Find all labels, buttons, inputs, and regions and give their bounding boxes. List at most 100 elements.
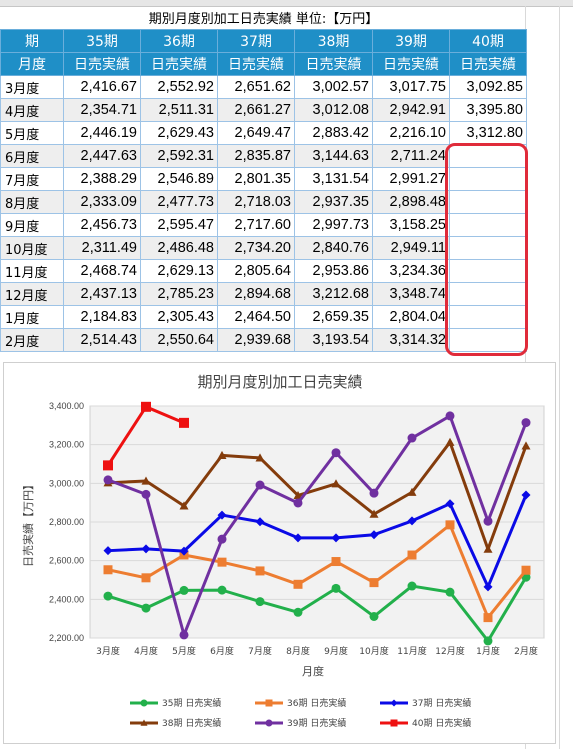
value-cell[interactable]: 2,477.73 [140, 190, 218, 214]
value-cell[interactable]: 2,804.04 [372, 305, 450, 329]
month-cell[interactable]: 12月度 [0, 282, 64, 306]
value-cell[interactable]: 3,312.80 [449, 121, 527, 145]
line-chart[interactable]: 期別月度別加工日売実績 2,200.00 2,400.00 2,600.00 2,80… [3, 362, 556, 744]
month-cell[interactable]: 4月度 [0, 98, 64, 122]
value-cell[interactable]: 3,012.08 [294, 98, 373, 122]
value-cell[interactable]: 2,949.11 [372, 236, 450, 260]
header-cell[interactable]: 日売実績 [372, 52, 450, 76]
value-cell[interactable]: 2,446.19 [63, 121, 141, 145]
month-cell[interactable]: 8月度 [0, 190, 64, 214]
value-cell[interactable]: 2,937.35 [294, 190, 373, 214]
value-cell[interactable]: 3,158.25 [372, 213, 450, 237]
value-cell[interactable] [449, 190, 527, 214]
month-cell[interactable]: 9月度 [0, 213, 64, 237]
value-cell[interactable]: 2,659.35 [294, 305, 373, 329]
column-letter-f[interactable]: F [408, 0, 414, 2]
value-cell[interactable] [449, 305, 527, 329]
value-cell[interactable]: 2,216.10 [372, 121, 450, 145]
value-cell[interactable]: 2,552.92 [140, 75, 218, 99]
header-cell[interactable]: 日売実績 [217, 52, 295, 76]
value-cell[interactable]: 2,840.76 [294, 236, 373, 260]
value-cell[interactable]: 3,131.54 [294, 167, 373, 191]
header-cell[interactable]: 35期 [63, 29, 141, 53]
value-cell[interactable]: 2,388.29 [63, 167, 141, 191]
column-letter-a[interactable]: A [30, 0, 37, 2]
value-cell[interactable]: 2,942.91 [372, 98, 450, 122]
value-cell[interactable]: 3,395.80 [449, 98, 527, 122]
value-cell[interactable]: 2,592.31 [140, 144, 218, 168]
header-cell[interactable]: 日売実績 [140, 52, 218, 76]
month-cell[interactable]: 6月度 [0, 144, 64, 168]
value-cell[interactable]: 2,184.83 [63, 305, 141, 329]
value-cell[interactable]: 3,144.63 [294, 144, 373, 168]
value-cell[interactable]: 2,835.87 [217, 144, 295, 168]
value-cell[interactable] [449, 236, 527, 260]
header-cell[interactable]: 日売実績 [294, 52, 373, 76]
month-cell[interactable]: 5月度 [0, 121, 64, 145]
column-letter-c[interactable]: C [175, 0, 182, 2]
value-cell[interactable]: 3,193.54 [294, 328, 373, 352]
value-cell[interactable]: 2,311.49 [63, 236, 141, 260]
column-letter-e[interactable]: E [330, 0, 337, 2]
month-cell[interactable]: 10月度 [0, 236, 64, 260]
value-cell[interactable] [449, 167, 527, 191]
header-cell[interactable]: 日売実績 [63, 52, 141, 76]
value-cell[interactable]: 3,212.68 [294, 282, 373, 306]
value-cell[interactable]: 2,801.35 [217, 167, 295, 191]
value-cell[interactable]: 2,883.42 [294, 121, 373, 145]
value-cell[interactable]: 2,629.13 [140, 259, 218, 283]
value-cell[interactable]: 3,314.32 [372, 328, 450, 352]
value-cell[interactable]: 2,514.43 [63, 328, 141, 352]
value-cell[interactable]: 2,486.48 [140, 236, 218, 260]
value-cell[interactable]: 2,734.20 [217, 236, 295, 260]
value-cell[interactable]: 2,629.43 [140, 121, 218, 145]
header-cell[interactable]: 日売実績 [449, 52, 527, 76]
value-cell[interactable]: 2,305.43 [140, 305, 218, 329]
value-cell[interactable]: 2,717.60 [217, 213, 295, 237]
month-cell[interactable]: 11月度 [0, 259, 64, 283]
value-cell[interactable]: 2,711.24 [372, 144, 450, 168]
value-cell[interactable]: 2,546.89 [140, 167, 218, 191]
table-title[interactable]: 期別月度別加工日売実績 単位:【万円】 [148, 12, 379, 27]
value-cell[interactable] [449, 328, 527, 352]
column-letter-d[interactable]: D [252, 0, 259, 2]
header-cell[interactable]: 38期 [294, 29, 373, 53]
header-cell[interactable]: 40期 [449, 29, 527, 53]
column-letter-h[interactable]: H [557, 0, 564, 2]
value-cell[interactable]: 2,456.73 [63, 213, 141, 237]
value-cell[interactable]: 2,511.31 [140, 98, 218, 122]
value-cell[interactable]: 2,354.71 [63, 98, 141, 122]
value-cell[interactable]: 2,991.27 [372, 167, 450, 191]
month-cell[interactable]: 1月度 [0, 305, 64, 329]
month-cell[interactable]: 7月度 [0, 167, 64, 191]
month-cell[interactable]: 3月度 [0, 75, 64, 99]
value-cell[interactable]: 3,348.74 [372, 282, 450, 306]
value-cell[interactable]: 2,785.23 [140, 282, 218, 306]
value-cell[interactable]: 2,939.68 [217, 328, 295, 352]
header-cell[interactable]: 月度 [0, 52, 64, 76]
value-cell[interactable]: 2,661.27 [217, 98, 295, 122]
value-cell[interactable] [449, 144, 527, 168]
value-cell[interactable]: 3,092.85 [449, 75, 527, 99]
value-cell[interactable]: 2,997.73 [294, 213, 373, 237]
value-cell[interactable] [449, 213, 527, 237]
value-cell[interactable]: 2,805.64 [217, 259, 295, 283]
value-cell[interactable]: 2,651.62 [217, 75, 295, 99]
value-cell[interactable]: 2,649.47 [217, 121, 295, 145]
value-cell[interactable]: 2,447.63 [63, 144, 141, 168]
value-cell[interactable] [449, 282, 527, 306]
value-cell[interactable]: 2,550.64 [140, 328, 218, 352]
value-cell[interactable]: 2,718.03 [217, 190, 295, 214]
value-cell[interactable]: 3,234.36 [372, 259, 450, 283]
column-letter-g[interactable]: G [485, 0, 493, 2]
value-cell[interactable]: 2,437.13 [63, 282, 141, 306]
value-cell[interactable]: 2,468.74 [63, 259, 141, 283]
value-cell[interactable]: 3,002.57 [294, 75, 373, 99]
header-cell[interactable]: 37期 [217, 29, 295, 53]
header-cell[interactable]: 39期 [372, 29, 450, 53]
value-cell[interactable]: 2,953.86 [294, 259, 373, 283]
month-cell[interactable]: 2月度 [0, 328, 64, 352]
value-cell[interactable]: 2,416.67 [63, 75, 141, 99]
column-letter-b[interactable]: B [98, 0, 105, 2]
value-cell[interactable]: 2,894.68 [217, 282, 295, 306]
